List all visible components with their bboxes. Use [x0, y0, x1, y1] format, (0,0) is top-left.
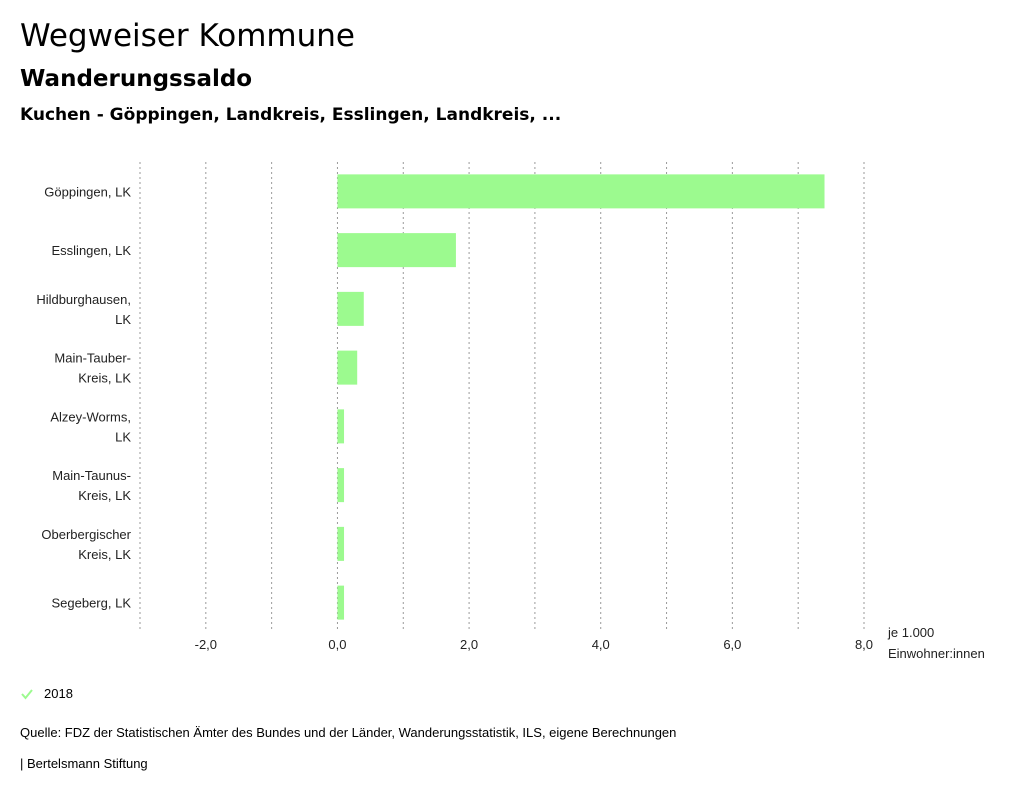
bar[interactable]	[337, 409, 345, 444]
publisher-note: | Bertelsmann Stiftung	[20, 756, 148, 771]
bar[interactable]	[337, 174, 825, 209]
y-tick-label: Main-Taunus-	[52, 468, 131, 483]
y-tick-label: Hildburghausen,	[36, 292, 131, 307]
x-tick-label: 8,0	[855, 637, 873, 652]
y-tick-label: Alzey-Worms,	[50, 409, 131, 424]
bar-chart: Göppingen, LK Esslingen, LK Hildburghausen…	[36, 162, 985, 661]
bar[interactable]	[337, 585, 345, 620]
y-tick-label: Kreis, LK	[78, 547, 131, 562]
bar[interactable]	[337, 350, 358, 385]
legend[interactable]: 2018	[20, 686, 73, 701]
bar[interactable]	[337, 291, 364, 326]
page-title: Wegweiser Kommune	[20, 18, 355, 54]
x-tick-label: 0,0	[328, 637, 346, 652]
y-tick-label: Kreis, LK	[78, 488, 131, 503]
y-tick-label: LK	[115, 312, 131, 327]
y-tick-label: Segeberg, LK	[51, 596, 131, 611]
x-tick-label: 2,0	[460, 637, 478, 652]
bar[interactable]	[337, 233, 456, 268]
x-axis-labels: -2,0 0,0 2,0 4,0 6,0 8,0	[195, 637, 873, 652]
x-tick-label: 4,0	[592, 637, 610, 652]
y-axis-labels: Göppingen, LK Esslingen, LK Hildburghausen…	[36, 184, 131, 610]
y-tick-label: Kreis, LK	[78, 371, 131, 386]
x-tick-label: 6,0	[723, 637, 741, 652]
source-note: Quelle: FDZ der Statistischen Ämter des …	[20, 725, 677, 740]
y-tick-label: Oberbergischer	[41, 527, 131, 542]
y-tick-label: Esslingen, LK	[52, 243, 132, 258]
legend-label: 2018	[44, 686, 73, 701]
bar[interactable]	[337, 526, 345, 561]
chart-subtitle: Wanderungssaldo	[20, 66, 253, 92]
bar[interactable]	[337, 468, 345, 503]
region-selection: Kuchen - Göppingen, Landkreis, Esslingen…	[20, 105, 562, 125]
checkmark-icon	[20, 687, 34, 701]
y-tick-label: Göppingen, LK	[44, 184, 131, 199]
bar-series	[337, 174, 825, 620]
x-axis-unit-line: je 1.000	[887, 625, 934, 640]
gridlines	[139, 162, 865, 632]
x-axis-unit-line: Einwohner:innen	[888, 646, 985, 661]
x-axis-unit-label: je 1.000 Einwohner:innen	[887, 625, 985, 661]
y-tick-label: Main-Tauber-	[54, 351, 131, 366]
x-tick-label: -2,0	[195, 637, 217, 652]
y-tick-label: LK	[115, 429, 131, 444]
